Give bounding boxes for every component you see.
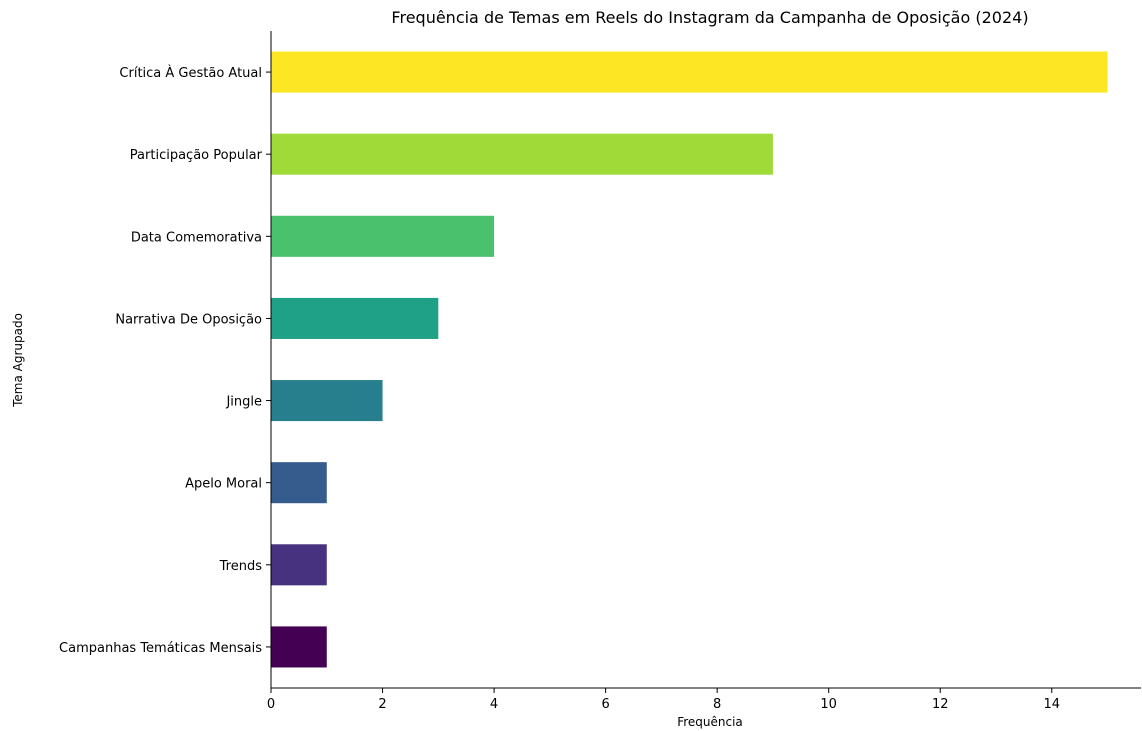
bar xyxy=(271,133,773,175)
bar xyxy=(271,51,1108,93)
x-tick-label: 6 xyxy=(601,697,609,712)
y-tick-label: Jingle xyxy=(225,395,262,410)
plot-area: Crítica À Gestão Atual Participação Popul… xyxy=(59,31,1141,712)
bar xyxy=(271,297,439,339)
x-tick-label: 2 xyxy=(378,697,386,712)
y-tick-label: Campanhas Temáticas Mensais xyxy=(59,641,262,656)
bar xyxy=(271,380,383,422)
y-tick-label: Trends xyxy=(219,559,263,574)
x-axis-label: Frequência xyxy=(677,715,743,729)
x-tick-label: 8 xyxy=(713,697,721,712)
x-tick-label: 14 xyxy=(1043,697,1060,712)
chart-title: Frequência de Temas em Reels do Instagra… xyxy=(391,8,1028,27)
y-tick-label: Participação Popular xyxy=(130,148,263,163)
x-tick-label: 0 xyxy=(267,697,275,712)
x-tick-label: 12 xyxy=(932,697,949,712)
y-axis-label: Tema Agrupado xyxy=(11,313,25,408)
y-tick-label: Data Comemorativa xyxy=(131,230,262,245)
x-tick-label: 10 xyxy=(820,697,837,712)
bar xyxy=(271,544,327,586)
y-tick-label: Apelo Moral xyxy=(185,477,262,492)
y-tick-label: Narrativa De Oposição xyxy=(115,312,262,327)
bar xyxy=(271,462,327,504)
x-tick-label: 4 xyxy=(490,697,498,712)
bar xyxy=(271,626,327,668)
bar xyxy=(271,215,495,257)
y-tick-label: Crítica À Gestão Atual xyxy=(119,65,262,81)
